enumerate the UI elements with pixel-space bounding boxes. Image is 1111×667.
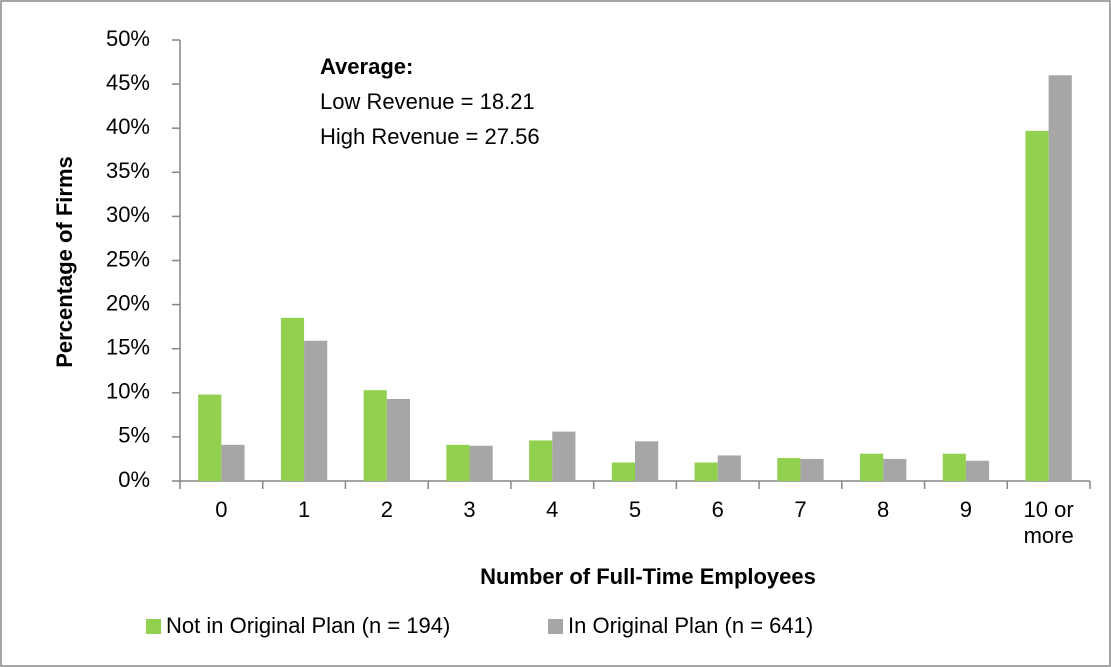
bar [552,431,576,481]
annotation-line: High Revenue = 27.56 [320,124,540,149]
y-tick-label: 25% [106,246,150,271]
y-tick-label: 5% [118,423,150,448]
x-tick-label: 2 [380,497,393,522]
bar [469,445,493,481]
bar [800,458,824,481]
bar [529,440,553,481]
x-tick-label: 9 [959,497,973,522]
x-tick-label: 4 [546,497,559,522]
x-tick-label: 0 [215,497,228,522]
legend-label: In Original Plan (n = 641) [568,613,813,638]
y-tick-label: 0% [118,467,150,492]
y-tick-label: 50% [106,26,150,51]
y-tick-label: 45% [106,70,150,95]
bar [860,453,884,481]
y-tick-label: 35% [106,158,150,183]
bar [777,458,801,481]
bar [942,453,966,481]
legend-label: Not in Original Plan (n = 194) [166,613,450,638]
bar [363,390,387,481]
bar [446,444,470,481]
bar [304,340,328,481]
bar [965,460,990,481]
x-tick-label: 1 [297,497,311,522]
x-tick-label: 3 [463,497,476,522]
x-tick-label: 8 [877,497,890,522]
annotation-title: Average: [320,54,413,79]
bar [717,455,741,481]
bar [1048,75,1072,481]
bar [635,441,659,481]
y-axis-title: Percentage of Firms [52,156,77,368]
bar [386,398,410,481]
y-tick-label: 20% [106,290,150,315]
y-tick-label: 30% [106,202,150,227]
annotation-line: Low Revenue = 18.21 [320,89,535,114]
legend-swatch [548,619,563,634]
bar [694,462,718,481]
x-tick-label: 6 [711,497,724,522]
y-tick-label: 15% [106,335,150,360]
bar [198,394,222,481]
legend-swatch [146,619,161,634]
y-tick-label: 10% [106,379,150,404]
bar [611,462,635,481]
x-tick-label: 5 [628,497,642,522]
x-axis-title: Number of Full-Time Employees [480,564,816,589]
x-tick-label: 7 [794,497,807,522]
y-tick-label: 40% [106,114,150,139]
bar [221,444,245,481]
x-tick-label: 10 or more [1023,497,1074,548]
bar [280,317,305,481]
bar [883,458,907,481]
bar [1025,130,1049,481]
